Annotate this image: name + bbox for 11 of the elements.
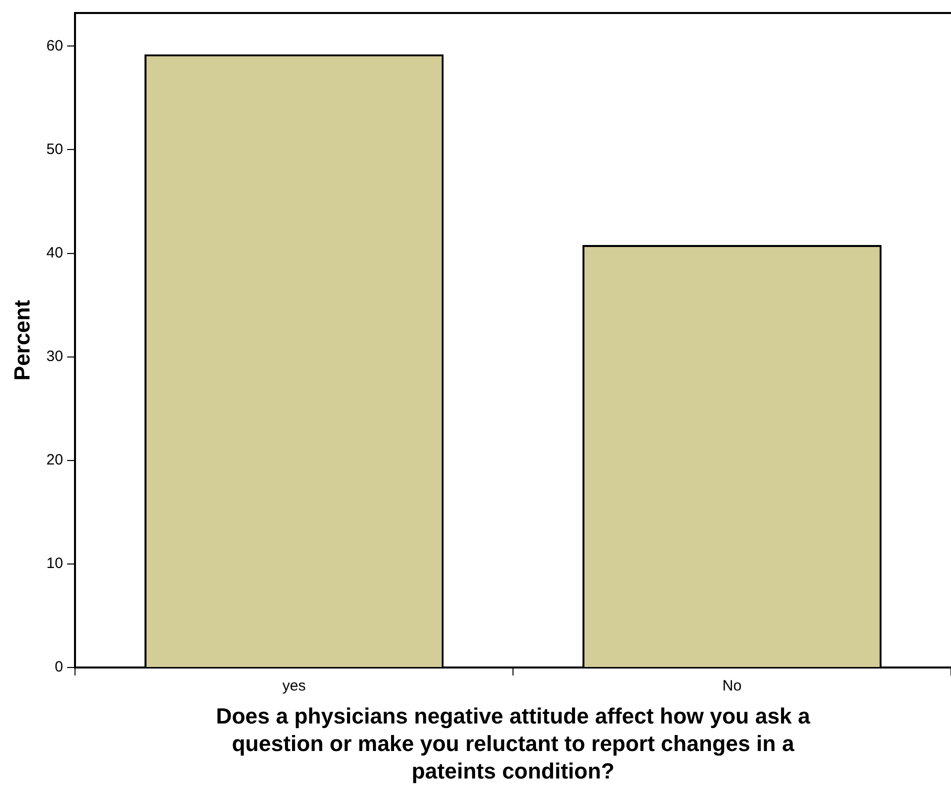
x-tick-label: yes: [282, 678, 306, 695]
x-axis-title: Does a physicians negative attitude affect how you ask a question or make you reluctant to report changes in a pateints condition?: [216, 703, 811, 784]
y-axis-title: Percent: [9, 299, 34, 381]
y-tick-label: 50: [46, 140, 64, 158]
y-tick-label: 30: [46, 348, 64, 365]
y-tick-label: 10: [46, 555, 64, 572]
x-tick-label: No: [722, 678, 742, 695]
y-tick-label: 0: [54, 658, 64, 676]
y-tick-label: 20: [46, 452, 64, 469]
y-tick-label: 60: [46, 37, 64, 54]
y-tick-label: 40: [46, 244, 64, 262]
